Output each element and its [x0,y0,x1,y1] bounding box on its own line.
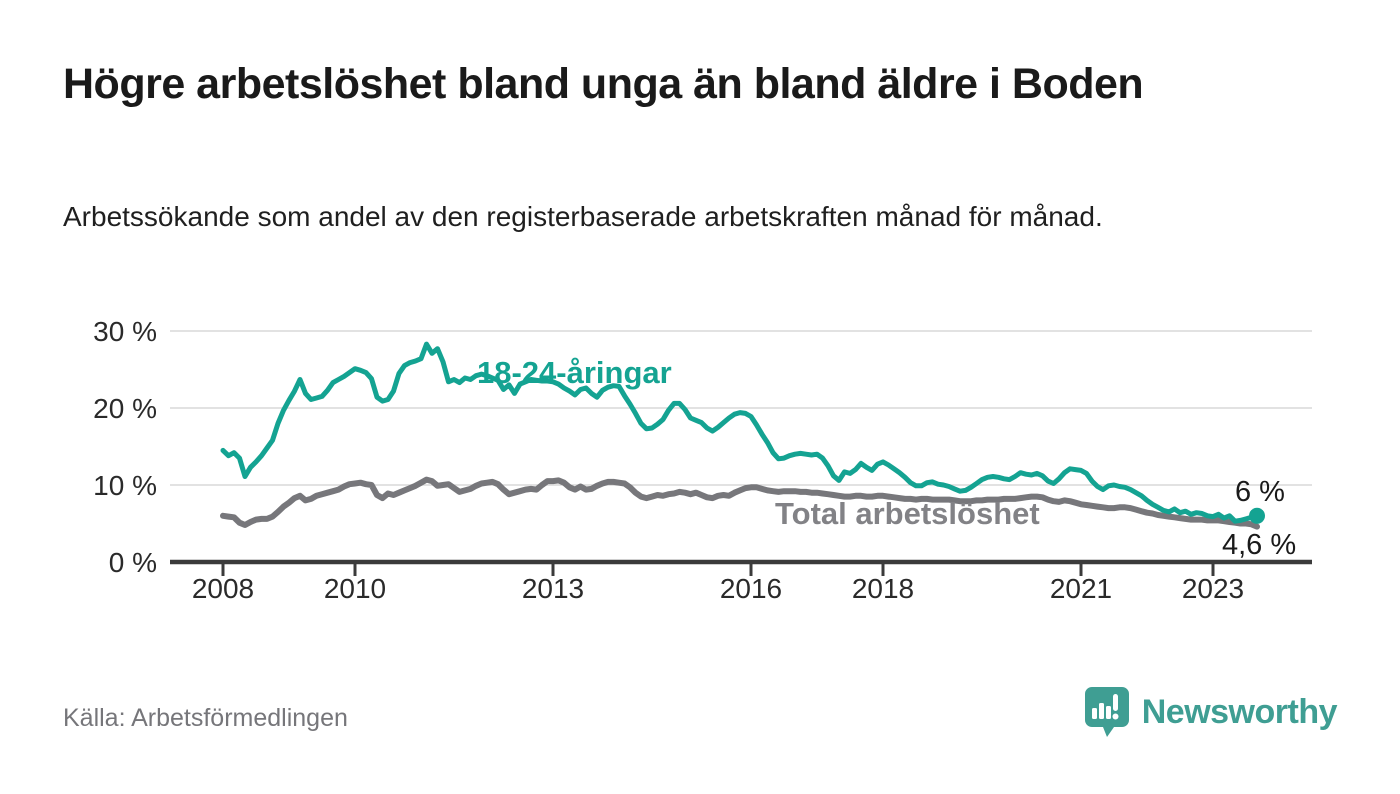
y-axis-label-30: 30 % [93,316,157,347]
end-value-label-total: 4,6 % [1222,529,1296,561]
x-axis-label-2023: 2023 [1182,573,1244,604]
end-value-label-young: 6 % [1235,476,1285,508]
brand-footer: Newsworthy [1084,686,1338,738]
x-axis-label-2010: 2010 [324,573,386,604]
chart-title: Högre arbetslöshet bland unga än bland ä… [63,60,1144,108]
series-line-total [220,476,1260,530]
source-note: Källa: Arbetsförmedlingen [63,704,348,732]
x-axis-label-2016: 2016 [720,573,782,604]
x-axis-label-2013: 2013 [522,573,584,604]
y-axis-label-0: 0 % [109,547,157,578]
line-chart: 0 % 10 % 20 % 30 % 2008 2010 2013 2016 2018 2021 2… [93,316,1312,604]
y-axis-label-20: 20 % [93,393,157,424]
x-axis-label-2008: 2008 [192,573,254,604]
chart-subtitle: Arbetssökande som andel av den registerb… [63,201,1103,232]
x-axis-label-2021: 2021 [1050,573,1112,604]
y-axis-label-10: 10 % [93,470,157,501]
series-end-dot-young [1249,507,1265,524]
brand-wordmark: Newsworthy [1141,692,1338,731]
series-label-total: Total arbetslöshet [775,496,1040,531]
series-label-young: 18-24-åringar [477,355,672,390]
series-line-young [220,341,1260,524]
newsworthy-logo-icon [1084,687,1129,737]
x-axis-label-2018: 2018 [852,573,914,604]
